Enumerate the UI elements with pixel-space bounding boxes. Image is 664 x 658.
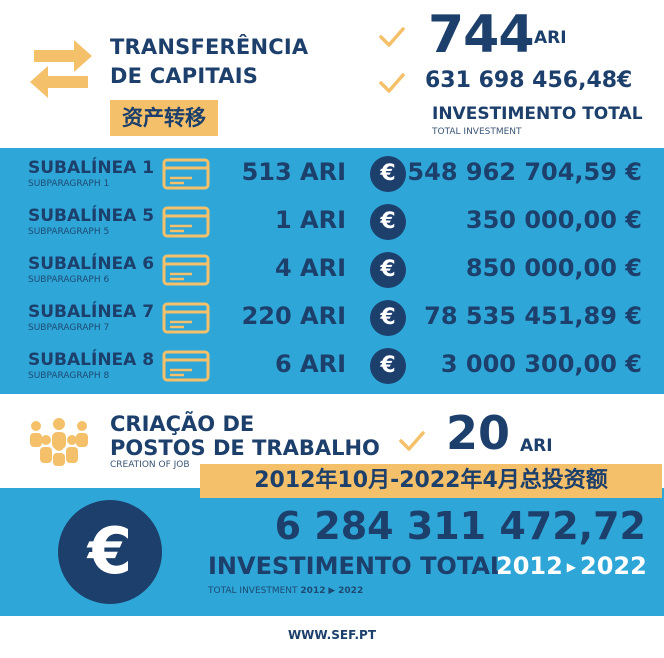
period-end: 2022: [580, 552, 647, 580]
subparagraph-label: SUBALÍNEA 8: [28, 350, 155, 370]
transfer-title-line1: TRANSFERÊNCIA: [110, 35, 309, 59]
arrow-right-icon: ▶: [566, 560, 577, 574]
chinese-total-investment-label: 2012年10月-2022年4月总投资额: [200, 464, 662, 498]
grand-total-value: 6 284 311 472,72: [274, 504, 646, 548]
website-link[interactable]: WWW.SEF.PT: [287, 628, 377, 642]
grand-total-section: € 6 284 311 472,72 INVESTIMENTO TOTAL 20…: [0, 488, 664, 616]
subparagraph-ari-count: 1 ARI: [274, 206, 346, 234]
transfer-title: TRANSFERÊNCIA DE CAPITAIS: [110, 33, 308, 91]
chinese-asset-transfer-label: 资产转移: [110, 100, 218, 136]
subparagraph-sublabel: SUBPARAGRAPH 5: [28, 227, 110, 237]
small-arrow-right-icon: ▶: [328, 586, 336, 596]
job-creation-title: CRIAÇÃO DE POSTOS DE TRABALHO: [110, 412, 380, 460]
transfer-title-line2: DE CAPITAIS: [110, 64, 259, 88]
euro-coin-icon: €: [58, 500, 162, 604]
capital-transfer-section: TRANSFERÊNCIA DE CAPITAIS 资产转移 744 ARI 6…: [0, 0, 664, 148]
total-sub-period-end: 2022: [338, 586, 364, 596]
table-row: SUBALÍNEA 6 SUBPARAGRAPH 6 4 ARI €850 000,0…: [0, 248, 664, 294]
period-start: 2012: [496, 552, 563, 580]
subparagraph-sublabel: SUBPARAGRAPH 8: [28, 371, 110, 381]
subparagraph-amount: 850 000,00 €: [465, 254, 642, 282]
euro-coin-icon: €: [370, 348, 406, 384]
euro-coin-icon: €: [370, 252, 406, 288]
capital-transfer-total: 631 698 456,48€: [425, 68, 633, 93]
job-creation-sublabel: CREATION OF JOB: [110, 460, 190, 470]
subparagraph-label: SUBALÍNEA 5: [28, 206, 155, 226]
subparagraph-sublabel: SUBPARAGRAPH 1: [28, 179, 110, 189]
subparagraph-amount: 350 000,00 €: [465, 206, 642, 234]
ari-total-count: 744: [428, 5, 535, 65]
total-sub-text: TOTAL INVESTMENT: [208, 586, 298, 596]
euro-coin-icon: €: [370, 300, 406, 336]
subparagraph-ari-count: 220 ARI: [241, 302, 346, 330]
card-icon: [162, 302, 210, 334]
job-creation-section: CRIAÇÃO DE POSTOS DE TRABALHO CREATION O…: [0, 394, 664, 498]
euro-coin-icon: €: [370, 204, 406, 240]
card-icon: [162, 254, 210, 286]
subparagraph-ari-count: 513 ARI: [241, 158, 346, 186]
grand-total-label: INVESTIMENTO TOTAL: [208, 552, 506, 580]
subparagraph-label: SUBALÍNEA 6: [28, 254, 155, 274]
subparagraph-amount: 548 962 704,59 €: [407, 158, 642, 186]
ari-total-unit: ARI: [534, 28, 567, 48]
card-icon: [162, 158, 210, 190]
card-icon: [162, 206, 210, 238]
table-row: SUBALÍNEA 1 SUBPARAGRAPH 1 513 ARI €548 962…: [0, 152, 664, 198]
subparagraph-label: SUBALÍNEA 1: [28, 158, 155, 178]
investment-total-sublabel: TOTAL INVESTMENT: [432, 127, 522, 137]
checkmark-icon: [379, 27, 405, 47]
euro-coin-icon: €: [370, 156, 406, 192]
table-row: SUBALÍNEA 5 SUBPARAGRAPH 5 1 ARI €350 000,0…: [0, 200, 664, 246]
total-sub-period-start: 2012: [300, 586, 326, 596]
card-icon: [162, 350, 210, 382]
checkmark-icon: [399, 431, 425, 451]
footer: WWW.SEF.PT: [0, 616, 664, 658]
table-row: SUBALÍNEA 7 SUBPARAGRAPH 7 220 ARI €78 535 …: [0, 296, 664, 342]
subparagraph-label: SUBALÍNEA 7: [28, 302, 155, 322]
job-creation-unit: ARI: [520, 436, 553, 456]
subparagraph-sublabel: SUBPARAGRAPH 7: [28, 323, 110, 333]
subparagraph-ari-count: 4 ARI: [274, 254, 346, 282]
subparagraph-ari-count: 6 ARI: [274, 350, 346, 378]
job-creation-title-line2: POSTOS DE TRABALHO: [110, 436, 380, 460]
grand-total-sublabel: TOTAL INVESTMENT 2012 ▶ 2022: [208, 586, 363, 596]
job-creation-title-line1: CRIAÇÃO DE: [110, 412, 255, 436]
people-group-icon: [30, 418, 88, 466]
subparagraph-sublabel: SUBPARAGRAPH 6: [28, 275, 110, 285]
subparagraph-amount: 78 535 451,89 €: [424, 302, 642, 330]
investment-total-label: INVESTIMENTO TOTAL: [432, 104, 643, 124]
grand-total-period: 2012 ▶ 2022: [496, 552, 647, 580]
subparagraph-amount: 3 000 300,00 €: [440, 350, 642, 378]
checkmark-icon: [379, 73, 405, 93]
exchange-arrows-icon: [30, 40, 92, 98]
job-creation-count: 20: [446, 406, 511, 460]
subparagraph-table: SUBALÍNEA 1 SUBPARAGRAPH 1 513 ARI €548 962…: [0, 148, 664, 394]
table-row: SUBALÍNEA 8 SUBPARAGRAPH 8 6 ARI €3 000 300…: [0, 344, 664, 390]
